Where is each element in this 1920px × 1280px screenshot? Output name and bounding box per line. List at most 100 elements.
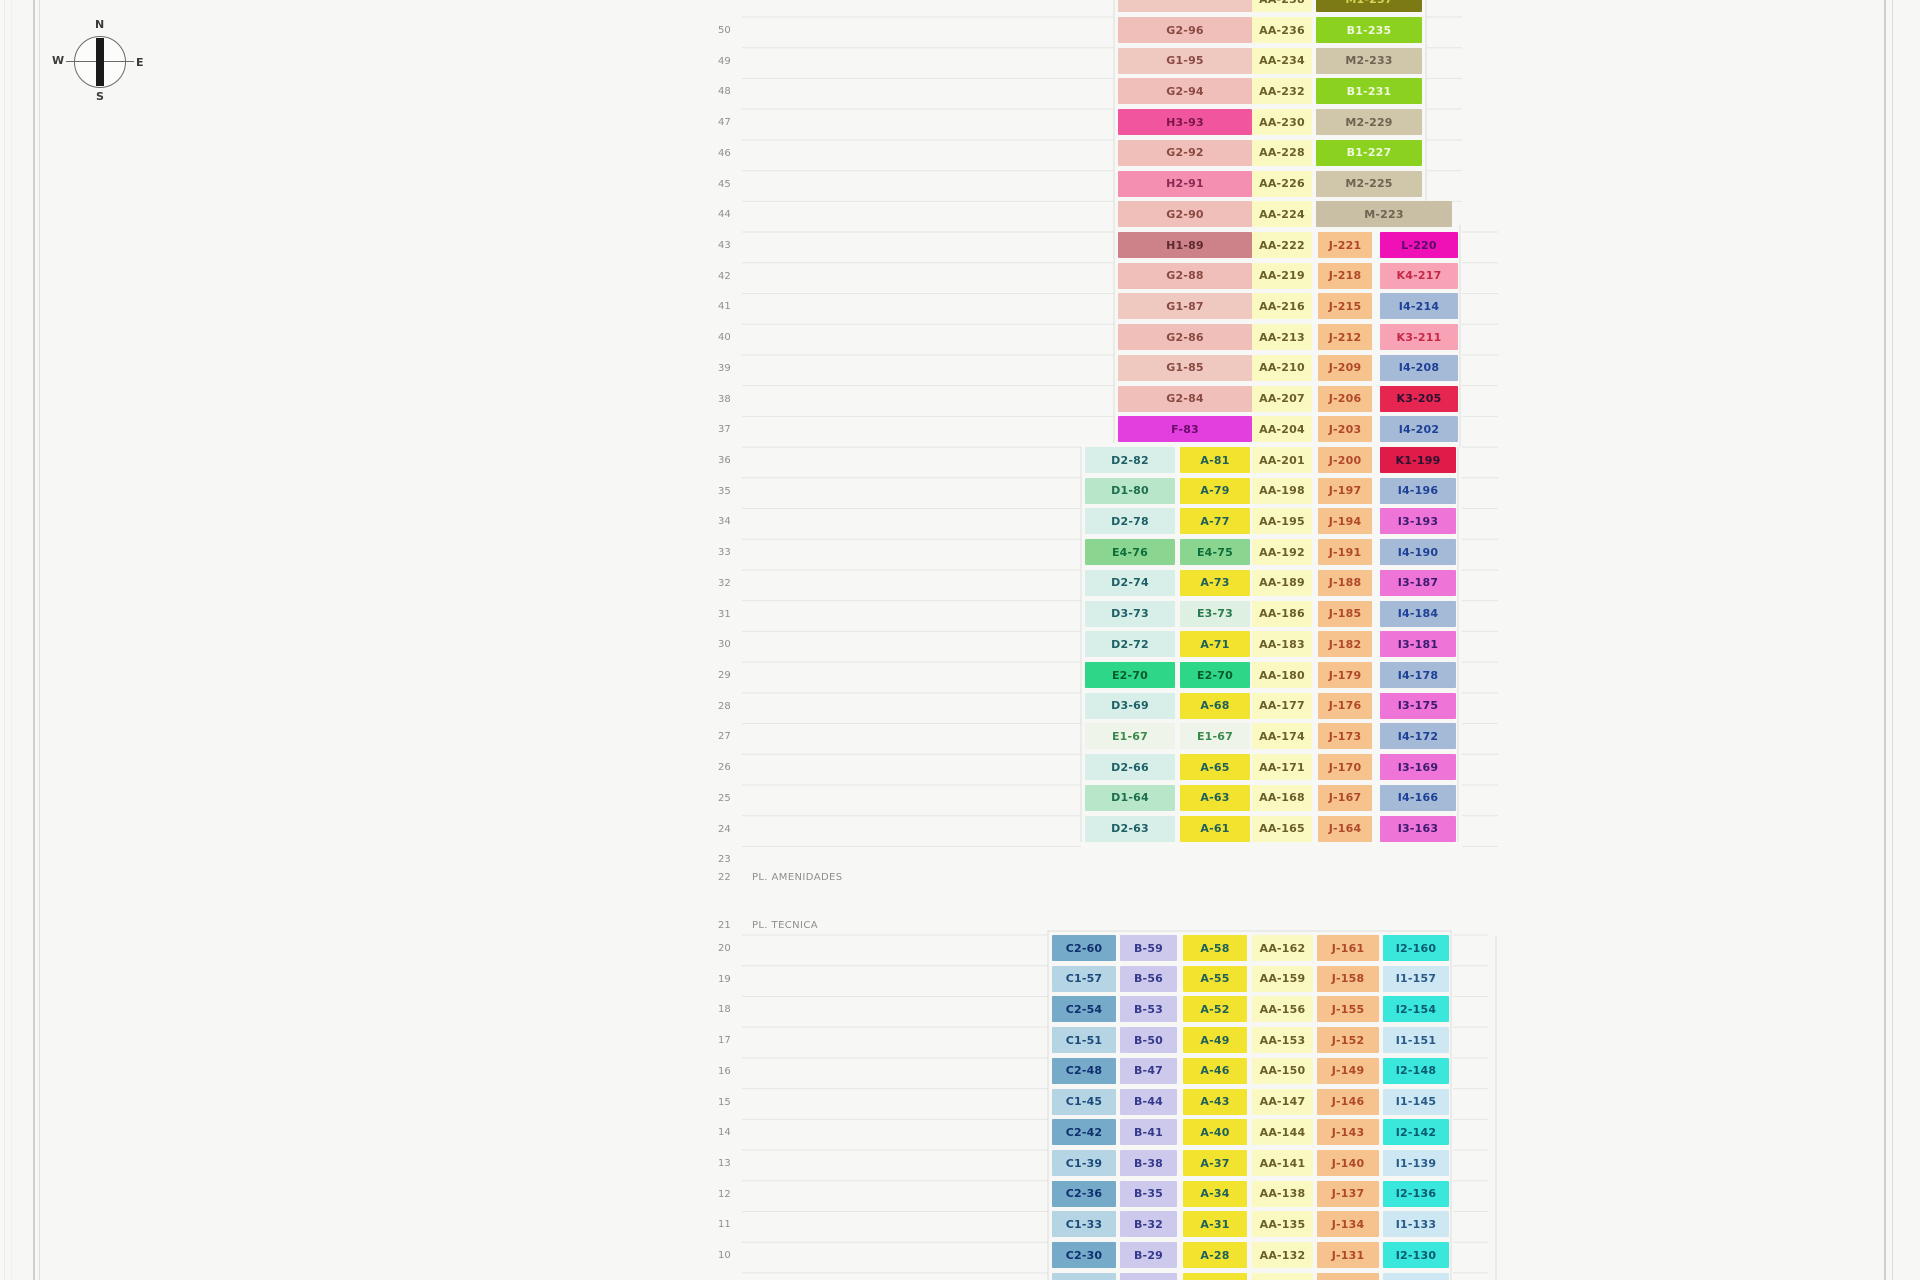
unit-cell: AA-129 bbox=[1252, 1272, 1313, 1280]
unit-cell: A-55 bbox=[1183, 965, 1247, 992]
unit-cell: AA-228 bbox=[1252, 139, 1312, 166]
unit-cell: J-161 bbox=[1317, 935, 1379, 961]
unit-cell: A-65 bbox=[1180, 754, 1250, 781]
unit-cell: AA-147 bbox=[1252, 1088, 1313, 1115]
unit-cell: B-56 bbox=[1120, 965, 1177, 992]
unit-cell: I1-127 bbox=[1383, 1272, 1449, 1280]
unit-cell: AA-132 bbox=[1252, 1242, 1313, 1269]
unit-cell: J-206 bbox=[1318, 385, 1372, 412]
unit-cell: H1-89 bbox=[1118, 232, 1252, 259]
sheet-border-line bbox=[4, 0, 5, 1280]
floor-label: 18 bbox=[718, 1004, 731, 1016]
unit-cell: D2-66 bbox=[1085, 754, 1175, 781]
sheet-border-line bbox=[39, 0, 40, 1280]
unit-cell: C1-39 bbox=[1052, 1150, 1116, 1177]
unit-cell: J-128 bbox=[1317, 1272, 1379, 1280]
unit-cell: J-167 bbox=[1318, 784, 1372, 811]
unit-cell: D1-80 bbox=[1085, 477, 1175, 504]
unit-cell: G2-88 bbox=[1118, 262, 1252, 289]
unit-cell: I3-193 bbox=[1380, 508, 1456, 535]
unit-cell: J-197 bbox=[1318, 477, 1372, 504]
floor-label: 21 bbox=[718, 920, 731, 931]
unit-cell: A-46 bbox=[1183, 1057, 1247, 1084]
unit-cell: A-37 bbox=[1183, 1150, 1247, 1177]
unit-cell: A-43 bbox=[1183, 1088, 1247, 1115]
floor-label: 15 bbox=[718, 1096, 731, 1108]
floor-label: 20 bbox=[718, 943, 731, 954]
compass-needle-icon bbox=[96, 38, 104, 86]
floor-label: 33 bbox=[718, 547, 731, 559]
unit-cell: D2-63 bbox=[1085, 815, 1175, 842]
unit-cell: K1-199 bbox=[1380, 447, 1456, 473]
unit-cell: J-182 bbox=[1318, 631, 1372, 658]
floor-label: 35 bbox=[718, 485, 731, 497]
unit-cell: J-149 bbox=[1317, 1057, 1379, 1084]
unit-cell: AA-201 bbox=[1252, 447, 1312, 473]
floor-label: 50 bbox=[718, 25, 731, 36]
unit-cell: E2-70 bbox=[1180, 662, 1250, 689]
unit-cell: J-221 bbox=[1318, 232, 1372, 259]
unit-cell: I3-175 bbox=[1380, 692, 1456, 719]
unit-cell: J-203 bbox=[1318, 416, 1372, 443]
unit-cell: K4-217 bbox=[1380, 262, 1458, 289]
unit-cell: AA-162 bbox=[1252, 935, 1313, 961]
unit-cell: E1-67 bbox=[1085, 723, 1175, 750]
floor-label: 29 bbox=[718, 670, 731, 682]
unit-cell: F-83 bbox=[1118, 416, 1252, 443]
unit-cell: I4-172 bbox=[1380, 723, 1456, 750]
unit-cell: AA-153 bbox=[1252, 1027, 1313, 1054]
floor-label: 37 bbox=[718, 424, 731, 436]
compass-south-label: S bbox=[96, 90, 104, 103]
unit-cell: J-131 bbox=[1317, 1242, 1379, 1269]
floor-label: 11 bbox=[718, 1219, 731, 1231]
unit-cell: D3-69 bbox=[1085, 692, 1175, 719]
unit-cell bbox=[1118, 0, 1252, 13]
unit-cell: AA-198 bbox=[1252, 477, 1312, 504]
compass-north-label: N bbox=[95, 18, 105, 31]
unit-cell: J-173 bbox=[1318, 723, 1372, 750]
floor-label: 38 bbox=[718, 393, 731, 405]
unit-cell: C1-27 bbox=[1052, 1272, 1116, 1280]
unit-cell: I2-130 bbox=[1383, 1242, 1449, 1269]
unit-cell: G1-85 bbox=[1118, 354, 1252, 381]
unit-cell: J-200 bbox=[1318, 447, 1372, 473]
unit-cell: I2-142 bbox=[1383, 1119, 1449, 1146]
unit-cell: G2-84 bbox=[1118, 385, 1252, 412]
floor-label: 22 bbox=[718, 872, 731, 883]
unit-cell: I4-166 bbox=[1380, 784, 1456, 811]
floor-label: 39 bbox=[718, 362, 731, 374]
unit-cell: I4-196 bbox=[1380, 477, 1456, 504]
unit-cell: A-25 bbox=[1183, 1272, 1247, 1280]
unit-cell: I1-157 bbox=[1383, 965, 1449, 992]
unit-cell: J-152 bbox=[1317, 1027, 1379, 1054]
unit-cell: C1-57 bbox=[1052, 965, 1116, 992]
unit-cell: J-188 bbox=[1318, 569, 1372, 596]
unit-cell: J-209 bbox=[1318, 354, 1372, 381]
unit-cell: D2-78 bbox=[1085, 508, 1175, 535]
sheet-border-line bbox=[1884, 0, 1886, 1280]
unit-cell: B-59 bbox=[1120, 935, 1177, 961]
unit-cell: AA-195 bbox=[1252, 508, 1312, 535]
unit-cell: AA-204 bbox=[1252, 416, 1312, 443]
unit-cell: AA-174 bbox=[1252, 723, 1312, 750]
unit-cell: K3-205 bbox=[1380, 385, 1458, 412]
unit-cell: AA-192 bbox=[1252, 539, 1312, 566]
unit-cell: I1-145 bbox=[1383, 1088, 1449, 1115]
unit-cell: AA-230 bbox=[1252, 109, 1312, 136]
floor-label: 41 bbox=[718, 301, 731, 313]
unit-cell: AA-238 bbox=[1252, 0, 1312, 13]
floor-label: 14 bbox=[718, 1127, 731, 1139]
unit-cell: I4-190 bbox=[1380, 539, 1456, 566]
unit-cell: L-220 bbox=[1380, 232, 1458, 259]
unit-cell: E4-75 bbox=[1180, 539, 1250, 566]
floor-label: 24 bbox=[718, 823, 731, 835]
unit-cell: J-176 bbox=[1318, 692, 1372, 719]
floor-label: 13 bbox=[718, 1158, 731, 1170]
unit-cell: B-32 bbox=[1120, 1211, 1177, 1238]
floor-label: 27 bbox=[718, 731, 731, 743]
floor-label: 19 bbox=[718, 973, 731, 985]
unit-cell: AA-216 bbox=[1252, 293, 1312, 320]
unit-cell: B-35 bbox=[1120, 1180, 1177, 1207]
unit-cell: E1-67 bbox=[1180, 723, 1250, 750]
